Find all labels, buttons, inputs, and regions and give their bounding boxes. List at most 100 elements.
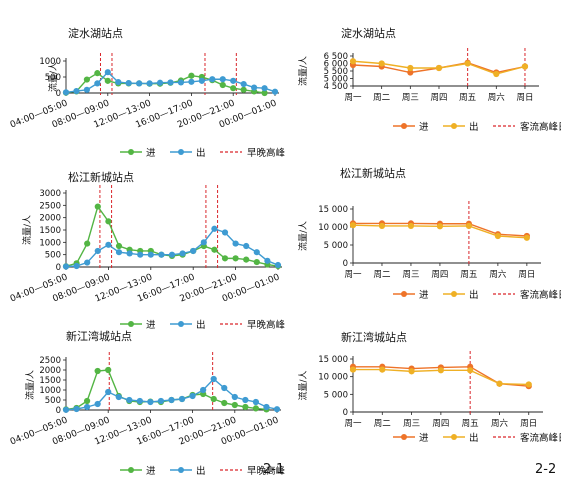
data-point-out — [84, 259, 91, 266]
data-point-out — [200, 386, 207, 394]
legend-label: 进 — [146, 466, 156, 477]
data-point-out — [84, 403, 91, 411]
chart-title: 松江新城站点 — [68, 170, 134, 184]
data-point-in — [242, 403, 249, 411]
x-tick-label: 周六 — [488, 92, 506, 103]
x-tick-label: 周日 — [516, 93, 533, 103]
legend-label: 客流高峰日 — [520, 121, 561, 133]
data-point-out — [115, 393, 122, 401]
y-axis-label: 流量/人 — [24, 370, 36, 400]
data-point-out — [240, 80, 247, 88]
x-tick-label: 周六 — [491, 418, 509, 429]
x-tick-label: 周二 — [373, 93, 391, 103]
data-point-out — [62, 406, 70, 413]
legend-label: 早晚高峰 — [247, 147, 286, 159]
data-point-in — [232, 255, 239, 262]
data-point-out — [146, 80, 153, 87]
y-tick-label: 15 000 — [318, 355, 348, 365]
x-tick-label: 周四 — [430, 93, 447, 103]
x-tick-label: 周一 — [344, 270, 362, 280]
data-point-in — [221, 255, 229, 262]
data-point-in — [243, 256, 250, 263]
data-point-out — [264, 257, 271, 264]
chart-songjiang-hourly: 松江新城站点流量/人05001000150020002500300004:00—… — [9, 170, 286, 331]
legend-label: 出 — [196, 147, 206, 159]
data-point-in — [105, 366, 112, 374]
legend-label: 进 — [146, 320, 156, 331]
data-point-out — [147, 251, 154, 258]
data-point-out — [136, 397, 143, 405]
data-point-in — [210, 395, 217, 403]
y-tick-label: 6 500 — [324, 52, 348, 62]
y-tick-label: 5 000 — [324, 241, 348, 251]
y-tick-label: 2500 — [39, 356, 61, 366]
legend-label: 早晚高峰 — [247, 465, 286, 477]
data-point-out — [104, 69, 111, 76]
x-tick-label: 周一 — [344, 419, 362, 429]
data-point-out — [525, 381, 532, 388]
data-point-in — [211, 246, 218, 253]
data-point-in — [188, 72, 195, 79]
data-point-out — [219, 76, 226, 83]
y-tick-label: 500 — [45, 251, 61, 261]
legend-swatch-dot — [128, 321, 134, 327]
legend-swatch-dot — [451, 291, 457, 297]
chart-dianshanhu-hourly: 淀水湖站点流量/人0500100004:00—05:0008:00—09:001… — [9, 26, 286, 159]
data-point-out — [263, 403, 270, 411]
y-tick-label: 10 000 — [318, 373, 348, 383]
legend-label: 早晚高峰 — [247, 319, 286, 331]
legend-swatch-dot — [401, 123, 407, 129]
data-point-in — [231, 401, 238, 409]
data-point-out — [156, 79, 164, 86]
y-tick-label: 0 — [56, 263, 61, 273]
data-point-out — [493, 70, 500, 78]
data-point-out — [125, 79, 132, 87]
legend-label: 进 — [419, 122, 429, 133]
data-point-out — [494, 232, 501, 240]
y-tick-label: 0 — [56, 89, 61, 99]
y-tick-label: 500 — [45, 73, 61, 83]
x-tick-label: 周三 — [402, 93, 419, 103]
y-tick-label: 500 — [45, 396, 61, 406]
data-point-out — [261, 85, 268, 92]
legend-swatch-dot — [178, 149, 184, 155]
chart-title: 淀水湖站点 — [68, 26, 123, 40]
data-point-out — [177, 79, 185, 86]
data-point-out — [105, 388, 112, 396]
legend-label: 进 — [419, 433, 429, 444]
x-tick-label: 周二 — [373, 270, 391, 280]
legend-label: 出 — [469, 432, 479, 444]
data-point-out — [252, 398, 259, 406]
y-axis-label: 流量/人 — [297, 221, 309, 251]
y-tick-label: 0 — [56, 406, 61, 416]
data-point-out — [379, 366, 386, 373]
data-point-in — [240, 86, 247, 93]
data-point-out — [188, 78, 195, 85]
data-point-out — [407, 222, 415, 230]
chart-title: 淀水湖站点 — [341, 26, 396, 40]
data-point-out — [408, 368, 415, 375]
data-point-in — [83, 76, 90, 83]
data-point-out — [167, 79, 174, 86]
chart-xinjiangwan-hourly: 新江湾城站点流量/人0500100015002000250004:00—05:0… — [9, 329, 286, 477]
x-tick-label: 周三 — [402, 270, 419, 280]
data-point-out — [209, 76, 216, 83]
data-point-out — [496, 380, 503, 387]
data-point-out — [349, 222, 357, 229]
data-point-out — [94, 247, 101, 255]
legend-label: 客流高峰日 — [520, 289, 561, 301]
data-point-out — [407, 64, 414, 72]
data-point-out — [349, 366, 357, 373]
data-point-out — [242, 396, 249, 404]
y-axis-label: 流量/人 — [47, 62, 59, 92]
data-point-out — [273, 406, 281, 413]
data-point-out — [168, 396, 175, 404]
y-tick-label: 1000 — [39, 238, 61, 248]
x-tick-label: 周二 — [374, 419, 392, 429]
y-tick-label: 5 500 — [324, 67, 348, 77]
data-point-out — [210, 375, 217, 383]
x-tick-label: 周五 — [459, 93, 477, 103]
legend-swatch-dot — [451, 123, 457, 129]
